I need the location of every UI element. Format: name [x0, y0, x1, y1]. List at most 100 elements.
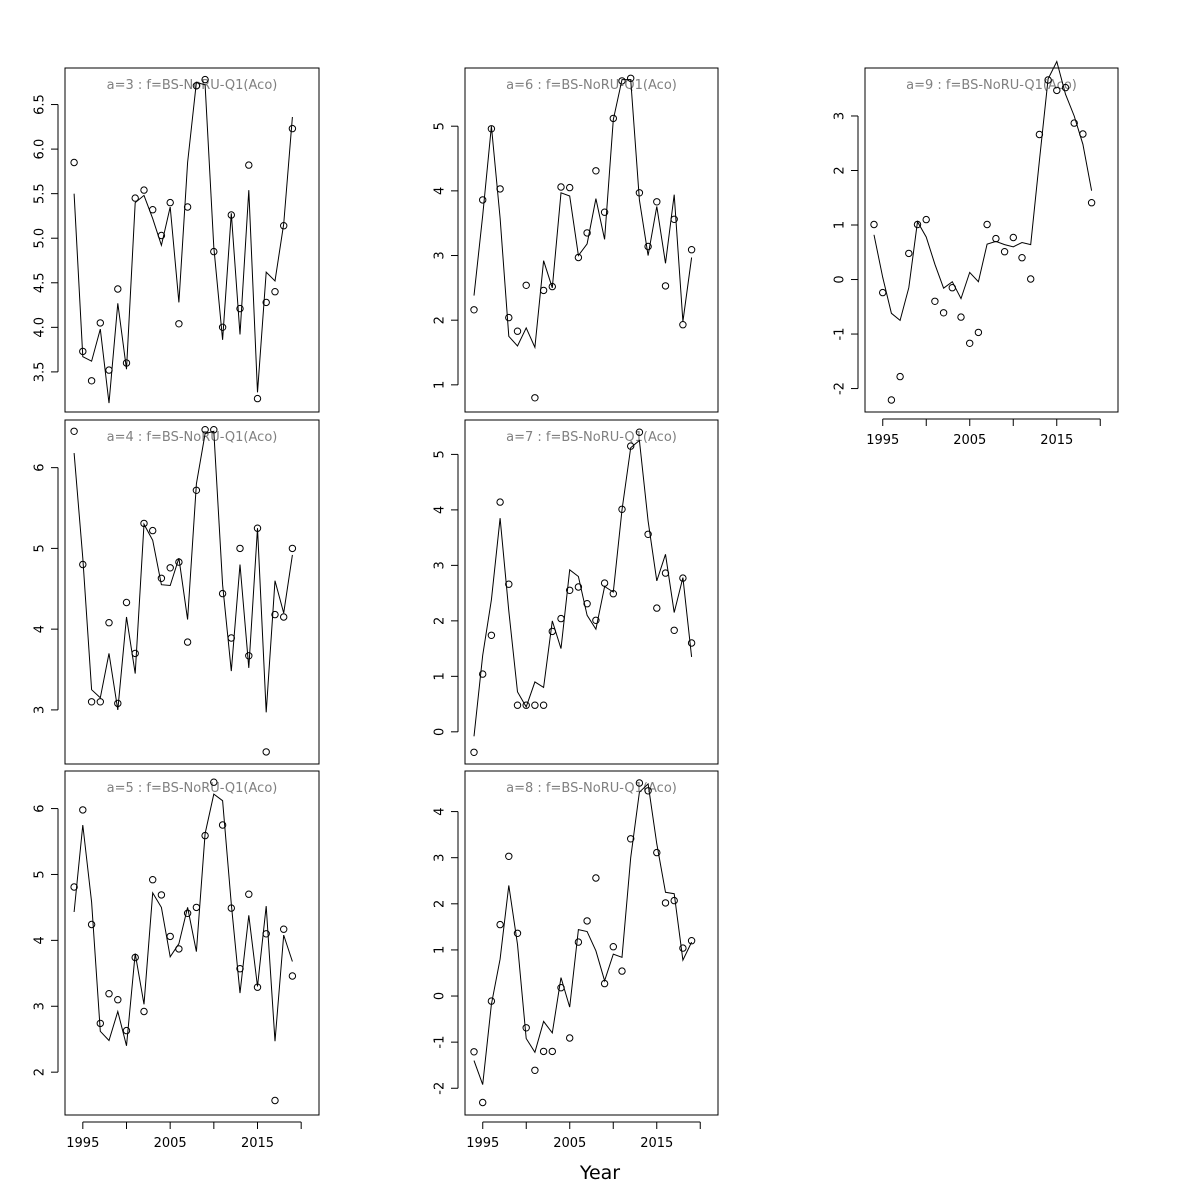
- y-tick-label: 4: [33, 936, 48, 944]
- observed-point: [201, 426, 209, 434]
- observed-point: [609, 114, 617, 123]
- y-tick-label: 5.0: [33, 228, 48, 249]
- panel-title: a=4 : f=BS-NoRU-Q1(Aco): [107, 430, 278, 445]
- observed-point: [70, 158, 78, 167]
- observed-point: [218, 589, 227, 598]
- x-tick-label: 2015: [1040, 433, 1073, 448]
- fitted-line: [73, 793, 293, 1046]
- panel-2: a=4 : f=BS-NoRU-Q1(Aco) 3 4 5 6: [33, 419, 320, 765]
- fitted-line: [473, 79, 693, 350]
- y-tick-label: 6.5: [33, 94, 48, 115]
- panel-1: a=3 : f=BS-NoRU-Q1(Aco) 3.5 4.0 4.5 5.0 5.5 6.…: [33, 67, 320, 413]
- y-tick-label: 2: [833, 166, 848, 174]
- observed-point: [574, 253, 583, 262]
- y-tick-label: -1: [833, 328, 848, 341]
- observed-point: [1061, 83, 1070, 92]
- observed-point: [687, 246, 696, 254]
- observed-point: [131, 953, 139, 962]
- y-tick-label: 6.0: [33, 139, 48, 160]
- y-tick-label: 3: [433, 251, 448, 259]
- y-tick-label: 4: [33, 625, 48, 633]
- observed-point: [149, 876, 157, 884]
- observed-point: [149, 526, 157, 535]
- observed-point: [1044, 76, 1052, 84]
- fitted-line: [473, 439, 693, 737]
- x-tick-label: 2005: [953, 433, 986, 448]
- observed-point: [522, 281, 530, 289]
- y-tick-label: 2: [433, 900, 448, 908]
- y-tick-label: 2: [33, 1068, 48, 1076]
- observed-point: [574, 583, 583, 591]
- observed-point: [635, 428, 644, 436]
- observed-point: [1053, 86, 1061, 95]
- observed-point: [609, 590, 617, 598]
- panel-title: a=8 : f=BS-NoRU-Q1(Aco): [506, 781, 677, 796]
- observed-point: [931, 297, 939, 305]
- observed-point: [913, 220, 922, 229]
- observed-point: [114, 996, 122, 1004]
- y-tick-label: 3: [33, 706, 48, 714]
- y-tick-label: 5.5: [33, 183, 48, 204]
- panel-frame: [64, 419, 320, 765]
- observed-point: [679, 574, 687, 582]
- fitted-line: [73, 430, 293, 713]
- y-tick-label: 6: [33, 804, 48, 812]
- observed-point: [87, 920, 96, 929]
- observed-point: [531, 394, 539, 402]
- observed-point: [600, 579, 609, 587]
- y-tick-label: -2: [433, 1082, 448, 1095]
- x-tick-label: 2005: [154, 1136, 187, 1151]
- observed-point: [513, 929, 522, 937]
- observed-point: [948, 284, 956, 292]
- observed-point: [271, 288, 279, 296]
- observed-point: [470, 306, 478, 314]
- observed-point: [192, 486, 201, 494]
- y-tick-label: 2: [433, 617, 448, 625]
- observed-point: [583, 600, 591, 608]
- observed-point: [687, 937, 696, 945]
- observed-point: [1027, 275, 1035, 283]
- observed-point: [105, 619, 113, 627]
- observed-point: [218, 821, 227, 829]
- y-tick-label: 1: [433, 381, 448, 389]
- observed-point: [548, 627, 556, 636]
- observed-point: [192, 903, 201, 912]
- observed-point: [487, 997, 496, 1005]
- y-tick-label: 3: [433, 561, 448, 569]
- observed-point: [1070, 119, 1078, 127]
- observed-point: [531, 1066, 539, 1075]
- panel-title: a=5 : f=BS-NoRU-Q1(Aco): [107, 781, 278, 796]
- observed-point: [557, 614, 565, 623]
- y-tick-label: 2: [433, 316, 448, 324]
- observed-point: [288, 972, 297, 980]
- x-tick-label: 2015: [241, 1136, 274, 1151]
- y-tick-label: 0: [833, 275, 848, 283]
- y-tick-label: 0: [433, 992, 448, 1000]
- observed-point: [166, 932, 174, 941]
- observed-point: [600, 979, 609, 988]
- x-axis-title: Year: [579, 1162, 620, 1184]
- observed-point: [479, 670, 487, 678]
- observed-point: [505, 852, 513, 860]
- observed-point: [70, 883, 78, 891]
- observed-point: [574, 938, 583, 946]
- observed-point: [592, 167, 600, 175]
- observed-point: [653, 198, 661, 206]
- observed-point: [627, 442, 635, 450]
- observed-point: [271, 1096, 279, 1105]
- observed-point: [236, 544, 244, 553]
- observed-point: [105, 990, 113, 998]
- observed-point: [183, 203, 192, 211]
- observed-point: [627, 835, 635, 843]
- observed-point: [140, 186, 148, 194]
- panel-7: a=9 : f=BS-NoRU-Q1(Aco) -2 -1 0 1 2 3 1995 2005 2…: [833, 60, 1119, 448]
- observed-point: [166, 198, 174, 207]
- y-tick-label: 4.5: [33, 272, 48, 293]
- observed-point: [496, 920, 504, 929]
- y-tick-label: 4.0: [33, 317, 48, 338]
- observed-point: [280, 925, 288, 933]
- observed-point: [149, 206, 157, 214]
- observed-point: [513, 327, 522, 335]
- observed-point: [974, 328, 983, 337]
- y-tick-label: 3: [433, 854, 448, 862]
